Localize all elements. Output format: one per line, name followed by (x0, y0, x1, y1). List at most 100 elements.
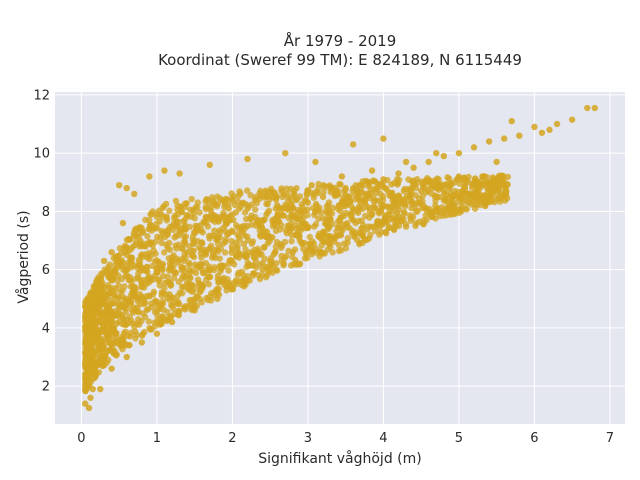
scatter-point (158, 320, 165, 328)
scatter-point (326, 240, 333, 248)
scatter-point (214, 295, 221, 302)
scatter-point (342, 184, 349, 192)
scatter-point (282, 149, 289, 157)
scatter-point (348, 211, 356, 218)
scatter-point (203, 196, 210, 203)
x-tick-label: 3 (304, 431, 312, 446)
scatter-point (373, 184, 380, 191)
x-tick-label: 5 (455, 431, 463, 446)
scatter-point (193, 203, 201, 211)
scatter-point (344, 239, 351, 246)
scatter-point (271, 216, 278, 223)
scatter-point (215, 285, 222, 293)
scatter-point (168, 257, 176, 265)
scatter-point (87, 394, 94, 401)
scatter-point (391, 203, 399, 210)
scatter-point (131, 190, 138, 198)
scatter-point (410, 164, 417, 171)
scatter-point (304, 199, 312, 206)
scatter-point (108, 324, 115, 332)
scatter-point (242, 253, 249, 261)
scatter-point (350, 227, 357, 235)
scatter-point (258, 251, 265, 258)
scatter-point (168, 318, 176, 326)
scatter-point (135, 256, 142, 264)
scatter-point (98, 270, 105, 277)
x-tick-label: 4 (379, 431, 387, 446)
scatter-point (131, 287, 138, 295)
y-axis-ticks: 2 4 6 8 10 12 (33, 88, 50, 394)
scatter-point (195, 227, 203, 234)
y-axis-title: Vågperiod (s) (15, 210, 32, 303)
scatter-point (289, 248, 297, 256)
scatter-point (127, 333, 134, 340)
scatter-point (489, 174, 496, 181)
scatter-point (99, 323, 107, 331)
scatter-point (235, 254, 243, 261)
scatter-point (359, 239, 366, 247)
scatter-point (138, 283, 146, 291)
scatter-point (444, 174, 451, 181)
scatter-point (175, 278, 182, 285)
scatter-point (249, 272, 257, 279)
scatter-point (315, 180, 322, 188)
scatter-point (256, 275, 264, 283)
scatter-point (568, 116, 576, 123)
scatter-point (194, 276, 202, 283)
scatter-point (217, 262, 225, 269)
scatter-point (364, 203, 371, 211)
scatter-point (114, 264, 121, 271)
scatter-point (83, 299, 90, 306)
scatter-point (117, 288, 124, 296)
scatter-point (168, 222, 176, 230)
scatter-point (287, 220, 294, 228)
scatter-point (296, 237, 304, 245)
scatter-point (257, 187, 264, 195)
scatter-point (338, 246, 345, 254)
scatter-point (297, 207, 305, 215)
scatter-point (100, 309, 108, 316)
scatter-point (411, 203, 418, 211)
scatter-point (87, 318, 94, 326)
scatter-point (317, 249, 324, 257)
scatter-point (387, 191, 394, 199)
scatter-point (359, 182, 366, 190)
scatter-point (242, 246, 249, 253)
scatter-point (350, 184, 357, 192)
scatter-point (425, 205, 433, 213)
scatter-point (146, 173, 153, 180)
scatter-point (306, 233, 313, 241)
scatter-point (502, 184, 509, 191)
scatter-point (313, 188, 320, 195)
scatter-point (467, 196, 475, 203)
scatter-point (434, 175, 441, 182)
scatter-point (262, 274, 270, 281)
scatter-point (381, 213, 389, 221)
scatter-point (246, 249, 254, 256)
scatter-point (135, 233, 142, 241)
scatter-point (480, 173, 488, 180)
scatter-point (256, 232, 264, 239)
scatter-point (110, 255, 118, 262)
scatter-point (244, 222, 251, 230)
scatter-point (199, 282, 206, 289)
scatter-point (430, 182, 438, 190)
scatter-point (141, 313, 149, 320)
scatter-point (487, 197, 495, 205)
scatter-point (458, 203, 465, 211)
scatter-point (284, 196, 292, 203)
scatter-point (324, 246, 331, 253)
scatter-point (407, 214, 414, 222)
scatter-point (366, 214, 373, 221)
scatter-point (202, 205, 210, 213)
scatter-point (115, 181, 123, 189)
scatter-point (82, 382, 89, 389)
scatter-point (222, 221, 229, 229)
scatter-point (122, 267, 129, 274)
scatter-point (159, 266, 166, 274)
scatter-point (361, 195, 368, 203)
scatter-point (323, 219, 330, 226)
scatter-point (287, 262, 295, 269)
scatter-point (252, 206, 259, 213)
